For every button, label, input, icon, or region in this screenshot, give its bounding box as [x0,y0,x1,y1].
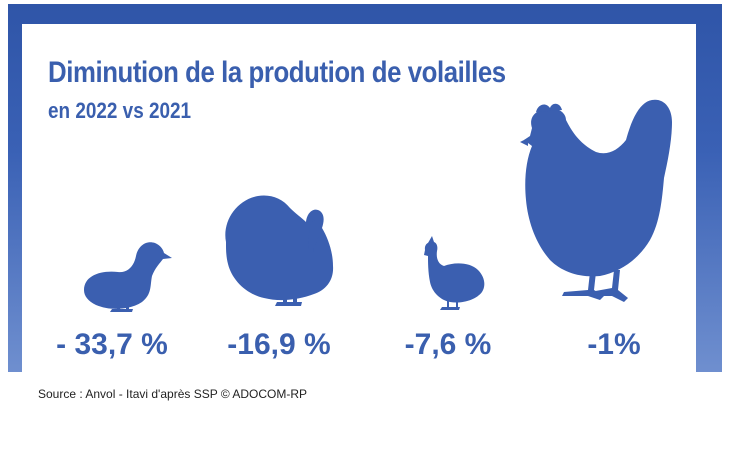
chicken-icon [520,99,672,302]
value-label-duck: - 33,7 % [56,328,168,361]
guinea-fowl-icon [424,236,485,310]
duck-icon [84,242,172,312]
value-label-guinea-fowl: -7,6 % [405,328,492,361]
chart-subtitle: en 2022 vs 2021 [48,98,192,123]
turkey-icon [225,195,334,306]
chart-title: Diminution de la prodution de volailles [48,56,506,89]
source-note: Source : Anvol - Itavi d'après SSP © ADO… [38,387,308,401]
value-label-chicken: -1% [587,328,640,361]
value-label-turkey: -16,9 % [227,328,330,361]
